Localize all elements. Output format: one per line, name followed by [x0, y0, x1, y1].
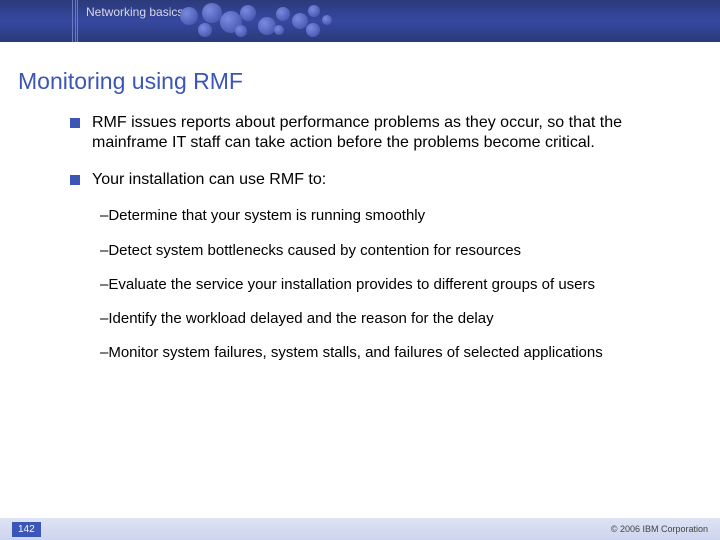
slide-content: RMF issues reports about performance pro…	[0, 113, 720, 362]
bullet-text: RMF issues reports about performance pro…	[92, 113, 680, 154]
bullet-item: RMF issues reports about performance pro…	[70, 113, 680, 154]
sub-bullet-item: Monitor system failures, system stalls, …	[100, 343, 680, 362]
bullet-square-icon	[70, 118, 80, 128]
sub-bullet-item: Evaluate the service your installation p…	[100, 275, 680, 294]
header-tab-label: Networking basics	[86, 5, 183, 19]
header-divider-lines	[72, 0, 78, 42]
sub-bullet-item: Detect system bottlenecks caused by cont…	[100, 241, 680, 260]
bullet-item: Your installation can use RMF to:	[70, 170, 680, 190]
page-number: 142	[12, 522, 41, 537]
sub-bullet-item: Identify the workload delayed and the re…	[100, 309, 680, 328]
bullet-text: Your installation can use RMF to:	[92, 170, 326, 190]
slide-footer: 142 © 2006 IBM Corporation	[0, 518, 720, 540]
slide-header: Networking basics	[0, 0, 720, 42]
decorative-dots	[180, 3, 340, 41]
slide-title: Monitoring using RMF	[18, 68, 720, 95]
copyright-text: © 2006 IBM Corporation	[611, 524, 708, 534]
sub-bullet-item: Determine that your system is running sm…	[100, 206, 680, 225]
sub-bullet-list: Determine that your system is running sm…	[100, 206, 680, 362]
bullet-square-icon	[70, 175, 80, 185]
